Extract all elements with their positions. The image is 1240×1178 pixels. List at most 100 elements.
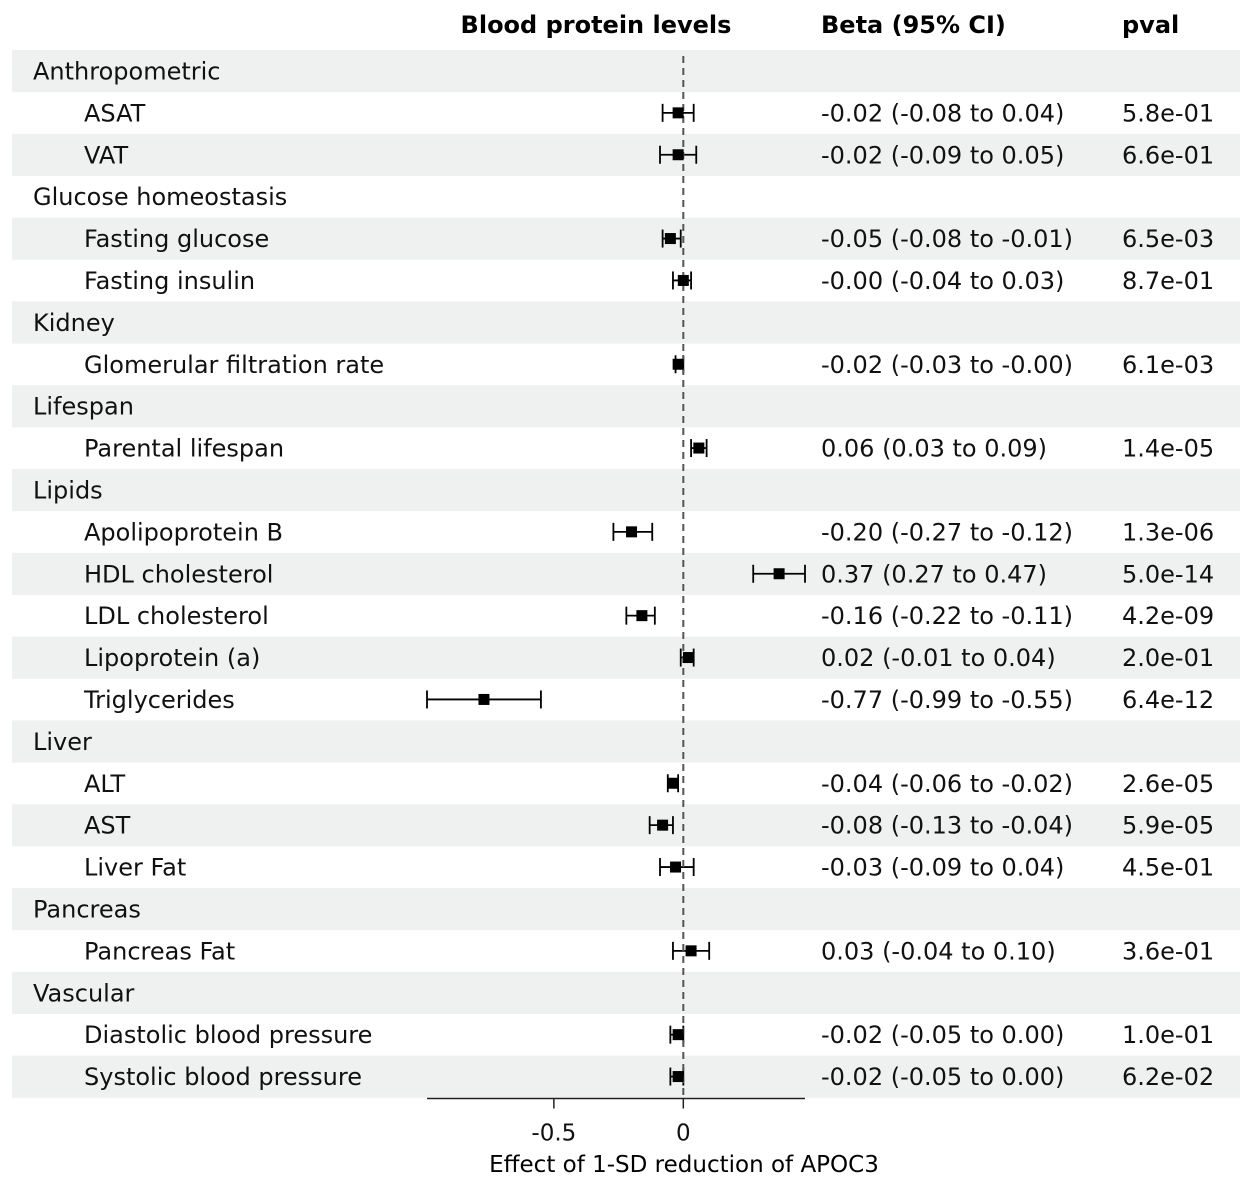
x-axis-ticks: -0.5 0 <box>531 1098 691 1147</box>
estimate-marker <box>693 442 705 454</box>
beta-ci-column: -0.02 (-0.08 to 0.04) -0.02 (-0.09 to 0.0… <box>821 99 1073 1091</box>
estimate-marker <box>672 1029 684 1041</box>
x-axis-label: Effect of 1-SD reduction of APOC3 <box>489 1152 879 1178</box>
row-label: LDL cholesterol <box>84 602 269 630</box>
row-label: Glomerular filtration rate <box>84 351 384 379</box>
pval-text: 6.4e-12 <box>1122 686 1214 714</box>
estimate-marker <box>478 693 490 705</box>
row-label: Parental lifespan <box>84 435 284 463</box>
beta-ci-text: -0.08 (-0.13 to -0.04) <box>821 812 1073 840</box>
pval-text: 6.6e-01 <box>1122 141 1214 169</box>
row-label: Fasting insulin <box>84 267 255 295</box>
estimate-marker <box>636 610 648 622</box>
estimate-marker <box>677 274 689 286</box>
row-label: Triglycerides <box>83 686 235 714</box>
estimate-marker <box>672 107 684 119</box>
row-stripe <box>12 301 1240 344</box>
row-label: Fasting glucose <box>84 225 269 253</box>
row-stripe <box>12 50 1240 93</box>
header-beta: Beta (95% CI) <box>821 11 1006 39</box>
estimate-marker <box>670 861 682 873</box>
pval-text: 3.6e-01 <box>1122 937 1214 965</box>
row-stripe <box>12 385 1240 428</box>
pval-text: 1.0e-01 <box>1122 1021 1214 1049</box>
beta-ci-text: -0.02 (-0.05 to 0.00) <box>821 1021 1064 1049</box>
estimate-marker <box>682 652 694 664</box>
pval-column: 5.8e-01 6.6e-01 6.5e-03 8.7e-01 6.1e-03 1.4e-… <box>1122 99 1214 1091</box>
row-label: ASAT <box>84 99 146 127</box>
estimate-marker <box>672 358 684 370</box>
group-label: Lipids <box>33 476 103 504</box>
row-label: Lipoprotein (a) <box>84 644 260 672</box>
beta-ci-text: -0.20 (-0.27 to -0.12) <box>821 518 1073 546</box>
estimate-marker <box>685 945 697 957</box>
beta-ci-text: 0.06 (0.03 to 0.09) <box>821 435 1047 463</box>
estimate-marker <box>626 526 638 538</box>
beta-ci-text: 0.37 (0.27 to 0.47) <box>821 560 1047 588</box>
beta-ci-text: -0.16 (-0.22 to -0.11) <box>821 602 1073 630</box>
row-stripe <box>12 636 1240 679</box>
pval-text: 2.0e-01 <box>1122 644 1214 672</box>
row-stripe <box>12 720 1240 763</box>
row-stripes <box>12 50 1240 1098</box>
group-label: Kidney <box>33 309 115 337</box>
beta-ci-text: -0.77 (-0.99 to -0.55) <box>821 686 1073 714</box>
row-label: Apolipoprotein B <box>84 518 283 546</box>
row-label: Systolic blood pressure <box>84 1063 362 1091</box>
group-label: Anthropometric <box>33 57 220 85</box>
row-stripe <box>12 217 1240 260</box>
x-tick-label: 0 <box>676 1121 691 1147</box>
row-stripe <box>12 971 1240 1014</box>
header-plot: Blood protein levels <box>461 11 732 39</box>
pval-text: 5.9e-05 <box>1122 812 1214 840</box>
row-labels: Anthropometric ASAT VAT Glucose homeostasis… <box>33 57 384 1091</box>
row-label: HDL cholesterol <box>84 560 273 588</box>
pval-text: 1.3e-06 <box>1122 518 1214 546</box>
row-label: VAT <box>84 141 128 169</box>
beta-ci-text: -0.02 (-0.03 to -0.00) <box>821 351 1073 379</box>
beta-ci-text: -0.02 (-0.09 to 0.05) <box>821 141 1064 169</box>
row-stripe <box>12 552 1240 595</box>
beta-ci-text: -0.02 (-0.05 to 0.00) <box>821 1063 1064 1091</box>
pval-text: 5.8e-01 <box>1122 99 1214 127</box>
pval-text: 4.2e-09 <box>1122 602 1214 630</box>
row-label: Pancreas Fat <box>84 937 235 965</box>
header-pval: pval <box>1122 11 1179 39</box>
pval-text: 4.5e-01 <box>1122 854 1214 882</box>
beta-ci-text: -0.00 (-0.04 to 0.03) <box>821 267 1064 295</box>
pval-text: 6.1e-03 <box>1122 351 1214 379</box>
beta-ci-text: -0.04 (-0.06 to -0.02) <box>821 770 1073 798</box>
row-label: Liver Fat <box>84 854 186 882</box>
estimate-marker <box>672 149 684 161</box>
estimate-markers <box>478 107 785 1083</box>
group-label: Pancreas <box>33 895 141 923</box>
row-stripe <box>12 469 1240 512</box>
group-label: Vascular <box>33 979 135 1007</box>
row-stripe <box>12 888 1240 931</box>
estimate-marker <box>657 819 669 831</box>
pval-text: 6.2e-02 <box>1122 1063 1214 1091</box>
pval-text: 5.0e-14 <box>1122 560 1214 588</box>
pval-text: 8.7e-01 <box>1122 267 1214 295</box>
pval-text: 1.4e-05 <box>1122 435 1214 463</box>
row-label: Diastolic blood pressure <box>84 1021 372 1049</box>
beta-ci-text: -0.02 (-0.08 to 0.04) <box>821 99 1064 127</box>
estimate-marker <box>672 1071 684 1083</box>
estimate-marker <box>773 568 785 580</box>
beta-ci-text: -0.03 (-0.09 to 0.04) <box>821 854 1064 882</box>
row-stripe <box>12 804 1240 847</box>
row-label: AST <box>84 812 131 840</box>
estimate-marker <box>667 777 679 789</box>
pval-text: 2.6e-05 <box>1122 770 1214 798</box>
beta-ci-text: 0.03 (-0.04 to 0.10) <box>821 937 1056 965</box>
group-label: Glucose homeostasis <box>33 183 287 211</box>
pval-text: 6.5e-03 <box>1122 225 1214 253</box>
group-label: Lifespan <box>33 393 134 421</box>
beta-ci-text: -0.05 (-0.08 to -0.01) <box>821 225 1073 253</box>
row-stripe <box>12 1055 1240 1098</box>
group-label: Liver <box>33 728 92 756</box>
row-stripe <box>12 133 1240 176</box>
beta-ci-text: 0.02 (-0.01 to 0.04) <box>821 644 1056 672</box>
estimate-marker <box>664 233 676 245</box>
